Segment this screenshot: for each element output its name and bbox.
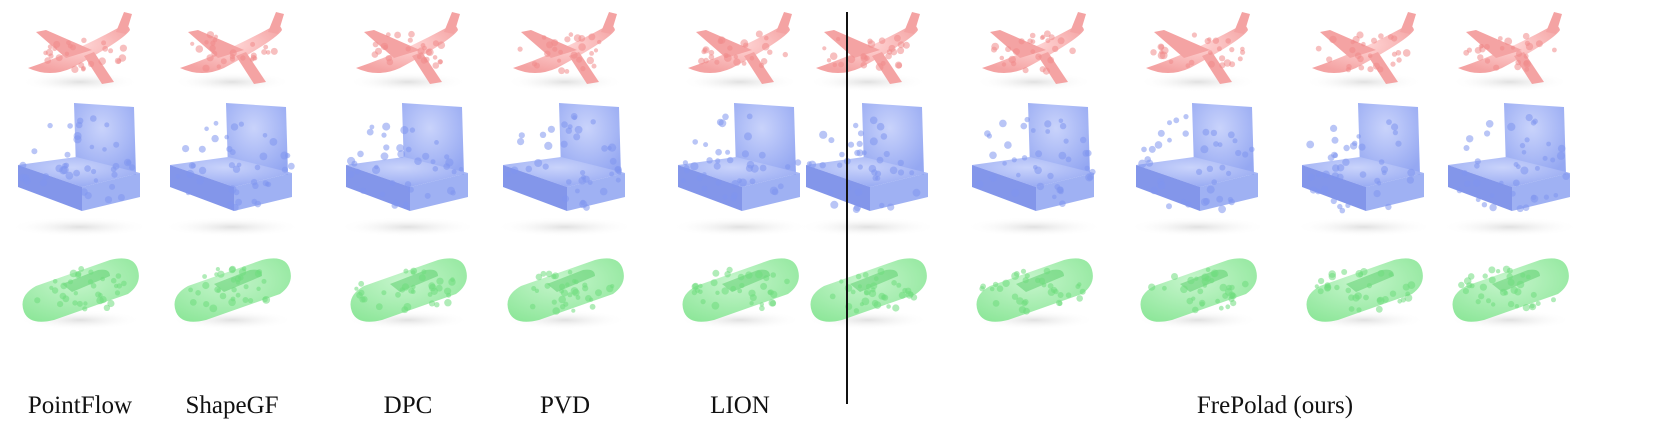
chair-cloud-frepolad-5 — [1440, 103, 1580, 237]
method-label-frepolad: FrePolad (ours) — [1196, 392, 1354, 419]
airplane-cloud-shapegf — [172, 12, 292, 92]
airplane-cloud-frepolad-2 — [974, 12, 1094, 92]
method-label-shapegf: ShapeGF — [185, 392, 279, 419]
airplane-cloud-pointflow — [20, 12, 140, 92]
airplane-cloud-frepolad-3 — [1138, 12, 1258, 92]
chair-cloud-frepolad-2 — [964, 103, 1104, 237]
car-cloud-frepolad-3 — [1136, 258, 1260, 330]
airplane-cloud-frepolad-5 — [1450, 12, 1570, 92]
chair-cloud-pointflow — [10, 103, 150, 237]
airplane-cloud-pvd — [505, 12, 625, 92]
airplane-cloud-frepolad-4 — [1304, 12, 1424, 92]
chair-cloud-dpc — [338, 103, 478, 237]
car-cloud-pointflow — [18, 258, 142, 330]
airplane-cloud-dpc — [348, 12, 468, 92]
chair-cloud-lion — [670, 103, 810, 237]
chair-cloud-frepolad-3 — [1128, 103, 1268, 237]
car-cloud-lion — [678, 258, 802, 330]
car-cloud-shapegf — [170, 258, 294, 330]
car-cloud-frepolad-4 — [1302, 258, 1426, 330]
method-label-lion: LION — [710, 392, 770, 419]
chair-cloud-frepolad-4 — [1294, 103, 1434, 237]
airplane-cloud-frepolad-1 — [808, 12, 928, 92]
car-cloud-frepolad-1 — [806, 258, 930, 330]
car-cloud-pvd — [503, 258, 627, 330]
car-cloud-frepolad-5 — [1448, 258, 1572, 330]
chair-cloud-shapegf — [162, 103, 302, 237]
divider-line — [846, 12, 848, 404]
method-label-dpc: DPC — [383, 392, 433, 419]
car-cloud-frepolad-2 — [972, 258, 1096, 330]
method-label-pvd: PVD — [539, 392, 591, 419]
chair-cloud-pvd — [495, 103, 635, 237]
airplane-cloud-lion — [680, 12, 800, 92]
method-label-pointflow: PointFlow — [27, 392, 133, 419]
car-cloud-dpc — [346, 258, 470, 330]
chair-cloud-frepolad-1 — [798, 103, 938, 237]
